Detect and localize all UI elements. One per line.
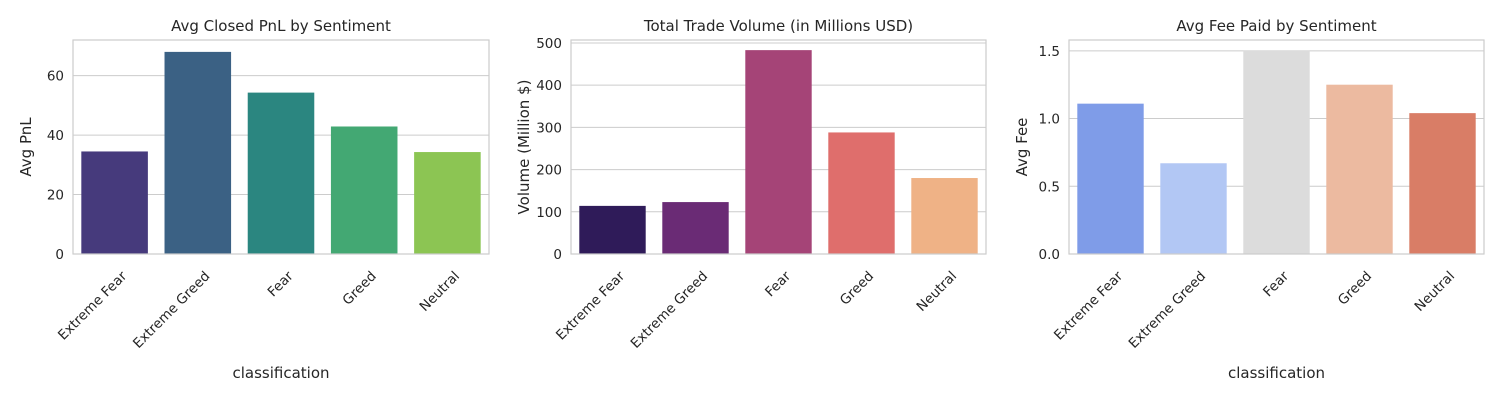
x-tick-label: Neutral <box>416 268 463 315</box>
x-tick-label: Extreme Fear <box>55 268 130 343</box>
bar-neutral <box>1409 113 1476 254</box>
x-axis-label: classification <box>232 364 329 382</box>
axes-frame <box>1068 39 1485 255</box>
bar-extreme-greed <box>164 51 232 255</box>
chart-panel-3: 0.0 0.5 1.0 1.5 Extreme Fear Extreme Greed Fea… <box>1013 17 1485 382</box>
x-tick-label: Fear <box>265 268 297 300</box>
x-tick-label: Extreme Greed <box>130 268 213 351</box>
y-tick-label: 300 <box>536 120 562 136</box>
chart-panel-2: 0 100 200 300 400 500 Extreme Fear Extreme Gree… <box>515 17 987 352</box>
x-tick-label: Extreme Fear <box>553 268 628 343</box>
y-tick-label: 500 <box>536 36 562 52</box>
y-axis-label: Avg PnL <box>17 117 35 177</box>
y-tick-label: 0 <box>55 247 64 263</box>
x-tick-label: Greed <box>837 268 877 308</box>
x-tick-label: Extreme Greed <box>628 268 711 351</box>
bar-extreme-fear <box>579 205 646 254</box>
y-tick-label: 0.5 <box>1039 179 1060 195</box>
y-axis-label: Avg Fee <box>1013 118 1031 177</box>
x-tick-label: Neutral <box>914 268 961 315</box>
bar-neutral <box>414 152 481 254</box>
bar-fear <box>1243 50 1310 254</box>
y-tick-label: 400 <box>536 78 562 94</box>
x-tick-label: Fear <box>762 268 794 300</box>
y-tick-label: 100 <box>536 205 562 221</box>
x-tick-label: Extreme Greed <box>1126 268 1209 351</box>
bar-extreme-greed <box>1160 163 1227 254</box>
x-tick-label: Greed <box>340 268 380 308</box>
bar-neutral <box>911 178 978 254</box>
bar-greed <box>828 132 895 254</box>
bar-greed <box>330 126 398 254</box>
x-tick-label: Greed <box>1335 268 1375 308</box>
x-tick-label: Fear <box>1260 268 1292 300</box>
chart-title: Total Trade Volume (in Millions USD) <box>643 17 913 35</box>
y-tick-label: 1.5 <box>1039 44 1060 60</box>
bar-fear <box>745 50 812 255</box>
y-tick-label: 0 <box>553 247 562 263</box>
bar-extreme-fear <box>81 151 148 254</box>
bar-fear <box>247 92 315 254</box>
chart-title: Avg Closed PnL by Sentiment <box>171 17 391 35</box>
y-tick-label: 40 <box>47 128 64 144</box>
bar-extreme-fear <box>1077 103 1144 254</box>
y-tick-label: 200 <box>536 163 562 179</box>
y-tick-label: 1.0 <box>1039 112 1060 128</box>
x-axis-label: classification <box>1228 364 1325 382</box>
bar-extreme-greed <box>662 202 729 254</box>
y-axis-label: Volume (Million $) <box>515 80 533 215</box>
axes-frame <box>570 39 987 255</box>
x-tick-label: Extreme Fear <box>1051 268 1126 343</box>
y-tick-label: 20 <box>47 188 64 204</box>
chart-panel-1: 0 20 40 60 Extreme Fear Extreme Greed Fear Gree… <box>17 17 490 382</box>
chart-title: Avg Fee Paid by Sentiment <box>1176 17 1376 35</box>
y-tick-label: 60 <box>47 69 64 85</box>
bar-greed <box>1326 84 1393 255</box>
x-tick-label: Neutral <box>1412 268 1459 315</box>
axes-frame <box>72 39 490 255</box>
y-tick-label: 0.0 <box>1039 247 1060 263</box>
